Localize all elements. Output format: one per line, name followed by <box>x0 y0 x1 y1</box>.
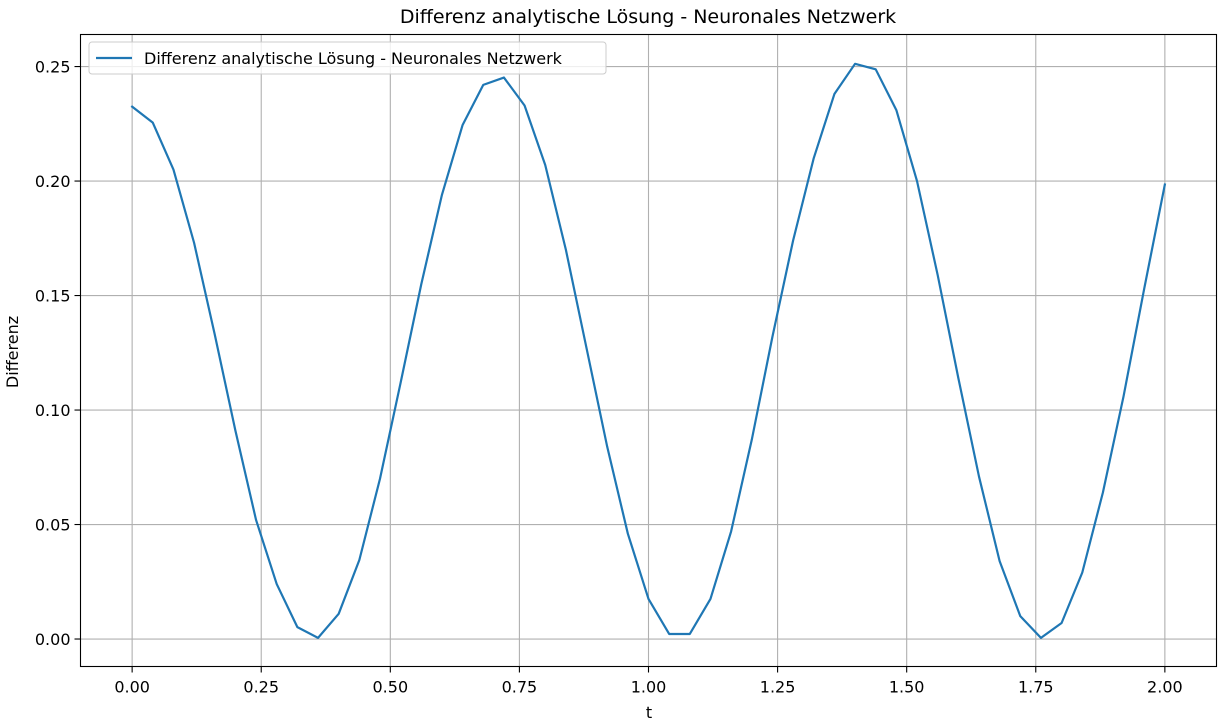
x-tick-label: 0.00 <box>114 678 150 697</box>
y-tick-label: 0.00 <box>35 630 71 649</box>
y-tick-label: 0.25 <box>35 58 71 77</box>
x-tick-label: 1.00 <box>631 678 667 697</box>
y-tick-label: 0.05 <box>35 516 71 535</box>
x-tick-label: 1.25 <box>760 678 796 697</box>
x-tick-label: 1.50 <box>889 678 925 697</box>
series-line <box>130 62 1167 639</box>
grid-lines <box>80 34 1217 667</box>
y-tick-label: 0.20 <box>35 172 71 191</box>
x-tick-label: 1.75 <box>1018 678 1054 697</box>
x-tick-label: 0.75 <box>502 678 538 697</box>
x-tick-label: 0.25 <box>243 678 279 697</box>
x-tick-label: 2.00 <box>1147 678 1183 697</box>
series-layer <box>130 62 1167 639</box>
plot-frame <box>79 33 1218 668</box>
y-tick-label: 0.10 <box>35 401 71 420</box>
x-tick-label: 0.50 <box>373 678 409 697</box>
y-axis-label: Differenz <box>3 316 22 388</box>
legend-entry-label: Differenz analytische Lösung - Neuronale… <box>144 49 563 68</box>
axis-ticks: 0.00 0.25 0.50 0.75 1.00 1.25 1.50 1.75 2.00 0.00… <box>35 58 1183 697</box>
legend: Differenz analytische Lösung - Neuronale… <box>88 41 607 75</box>
x-axis-label: t <box>646 703 652 722</box>
y-tick-label: 0.15 <box>35 287 71 306</box>
chart-title: Differenz analytische Lösung - Neuronale… <box>400 6 896 28</box>
legend-box <box>88 41 607 75</box>
